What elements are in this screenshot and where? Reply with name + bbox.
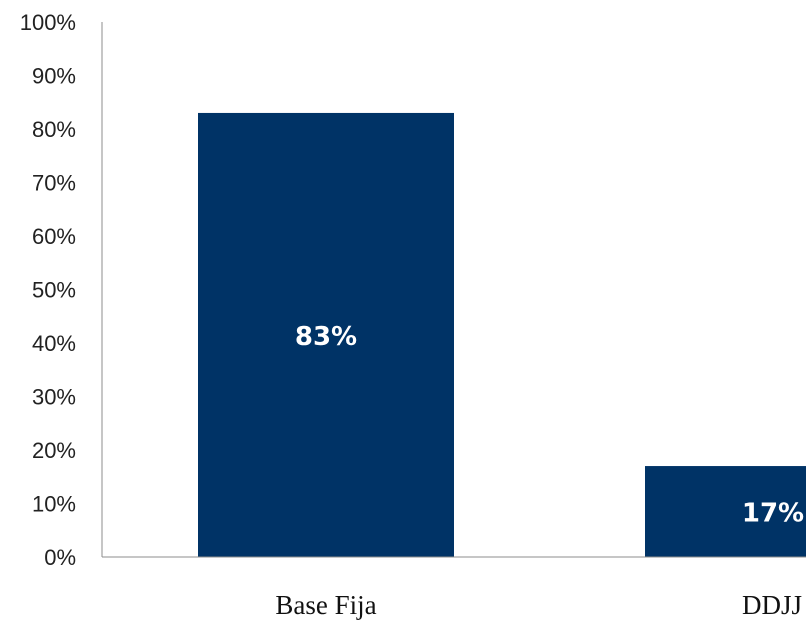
bar-base-fija [198,112,454,557]
y-tick-label: 40% [32,331,76,356]
y-tick-label: 20% [32,438,76,463]
y-tick-label: 100% [20,10,76,35]
y-tick-label: 0% [44,545,76,570]
data-labels: 83% 17% [295,322,804,529]
y-tick-label: 10% [32,492,76,517]
y-tick-label: 90% [32,64,76,89]
category-label: Base Fija [275,590,376,620]
data-label: 17% [742,499,804,529]
y-tick-label: 50% [32,278,76,303]
bar-ddjj [645,466,806,557]
y-tick-label: 60% [32,224,76,249]
category-labels: Base Fija DDJJ [275,590,802,620]
category-label: DDJJ [742,590,802,620]
y-tick-label: 70% [32,171,76,196]
bars [198,112,806,557]
y-axis-tick-labels: 0% 10% 20% 30% 40% 50% 60% 70% 80% 90% 100% [20,10,76,570]
y-tick-label: 30% [32,385,76,410]
data-label: 83% [295,322,357,352]
y-tick-label: 80% [32,117,76,142]
